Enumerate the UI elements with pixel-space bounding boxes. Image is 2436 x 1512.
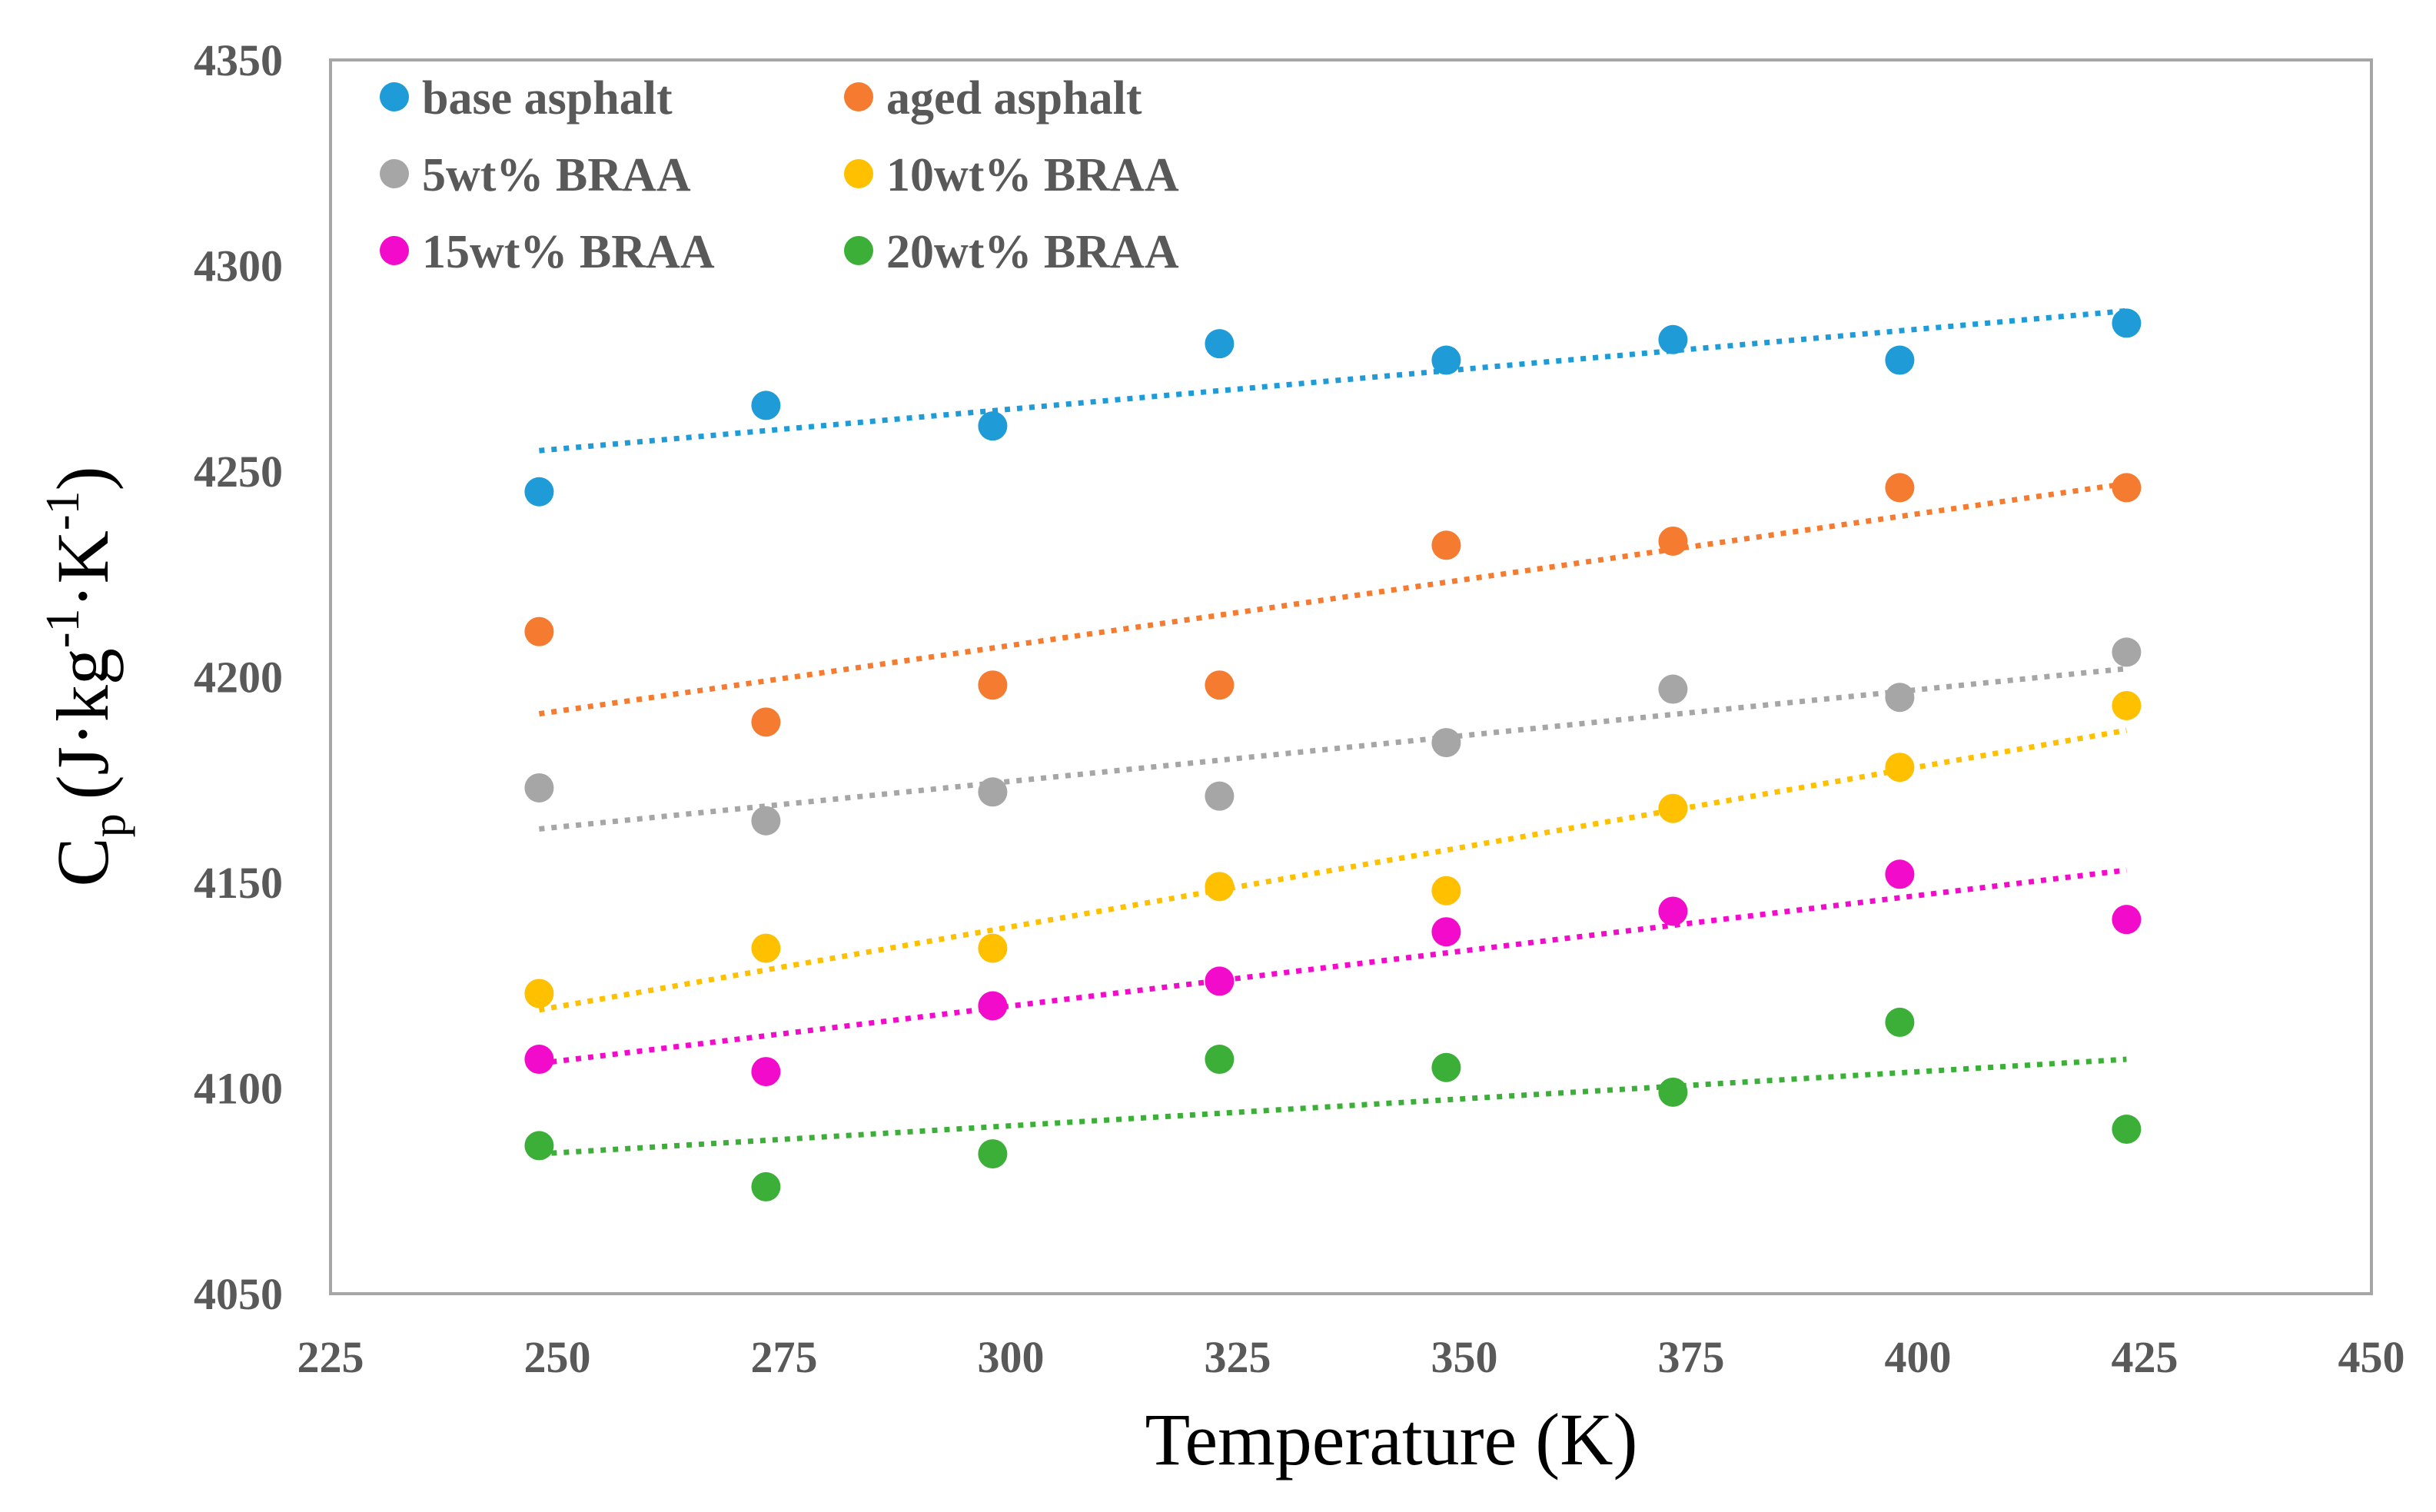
20wtpct-braa-point-323 [1205,1045,1235,1075]
plot-area [329,58,2373,1295]
10wtpct-braa-point-423 [2112,690,2142,720]
aged-asphalt-point-298 [978,670,1008,700]
aged-asphalt-point-323 [1205,670,1235,700]
15wtpct-braa-point-423 [2112,905,2142,935]
10wtpct-braa-point-398 [1885,753,1915,783]
15wtpct-braa-point-298 [978,991,1008,1021]
10wtpct-braa-point-323 [1205,872,1235,902]
aged-asphalt-point-423 [2112,473,2142,503]
base-asphalt-point-373 [1658,324,1688,354]
20wtpct-braa-point-273 [751,1171,781,1201]
y-axis-title-unit-mid: ·K [42,530,124,608]
legend-label-5wtpct-braa: 5wt% BRAA [422,149,691,201]
aged-asphalt-point-348 [1431,530,1461,560]
5wtpct-braa-point-398 [1885,683,1915,713]
15wtpct-braa-point-348 [1431,917,1461,947]
x-tick-label-350: 350 [1431,1332,1498,1382]
aged-asphalt-point-248 [524,616,554,646]
data-point-layer [524,308,2142,1201]
base-asphalt-point-423 [2112,308,2142,338]
5wtpct-braa-point-348 [1431,728,1461,758]
y-axis-title-exponent-1: -1 [37,608,89,648]
y-tick-label-4150: 4150 [194,858,283,908]
15wtpct-braa-point-398 [1885,859,1915,889]
15wtpct-braa-point-273 [751,1057,781,1087]
base-asphalt-point-323 [1205,329,1235,359]
svg-text:Cp(J·kg-1·K-1): Cp(J·kg-1·K-1) [37,467,135,887]
aged-asphalt-point-273 [751,707,781,737]
5wtpct-braa-point-273 [751,806,781,836]
base-asphalt-point-273 [751,390,781,420]
10wtpct-braa-point-298 [978,933,1008,963]
legend-marker-15wtpct-braa [380,236,409,265]
x-tick-label-400: 400 [1885,1332,1952,1382]
10wtpct-braa-point-273 [751,933,781,963]
5wtpct-braa-point-373 [1658,674,1688,704]
base-asphalt-point-298 [978,411,1008,441]
y-tick-labels: 4050 4100 4150 4200 4250 4300 4350 [194,35,283,1319]
20wtpct-braa-point-248 [524,1131,554,1161]
legend-label-base-asphalt: base asphalt [422,72,673,125]
legend-label-aged-asphalt: aged asphalt [886,72,1142,125]
y-tick-label-4300: 4300 [194,241,283,291]
20wtpct-braa-point-398 [1885,1007,1915,1037]
x-axis-title: Temperature (K) [1145,1398,1638,1480]
20wtpct-braa-point-348 [1431,1052,1461,1082]
y-axis-title-subscript: p [83,813,135,837]
x-tick-label-300: 300 [978,1332,1045,1382]
20wtpct-braa-point-373 [1658,1077,1688,1107]
base-asphalt-point-398 [1885,345,1915,375]
y-tick-label-4100: 4100 [194,1064,283,1114]
y-axis-title-symbol: C [42,837,124,886]
x-tick-labels: 225 250 275 300 325 350 375 400 425 450 [297,1332,2405,1382]
y-tick-label-4350: 4350 [194,35,283,85]
legend: base asphalt aged asphalt 5wt% BRAA 10wt% B… [380,72,1179,278]
5wtpct-braa-point-248 [524,773,554,803]
x-tick-label-450: 450 [2338,1332,2405,1382]
y-tick-label-4250: 4250 [194,447,283,497]
5wtpct-braa-trendline [539,666,2127,832]
15wtpct-braa-point-323 [1205,966,1235,996]
legend-label-15wtpct-braa: 15wt% BRAA [422,226,715,278]
x-tick-label-250: 250 [524,1332,591,1382]
5wtpct-braa-point-423 [2112,637,2142,667]
x-tick-label-225: 225 [297,1332,364,1382]
20wtpct-braa-point-423 [2112,1115,2142,1144]
5wtpct-braa-point-298 [978,777,1008,807]
10wtpct-braa-point-348 [1431,876,1461,906]
legend-label-20wtpct-braa: 20wt% BRAA [886,226,1179,278]
x-tick-label-275: 275 [751,1332,818,1382]
aged-asphalt-point-373 [1658,526,1688,556]
y-tick-label-4050: 4050 [194,1269,283,1319]
10wtpct-braa-point-248 [524,979,554,1009]
y-axis-title-unit-close: ) [42,467,124,491]
15wtpct-braa-point-373 [1658,896,1688,926]
y-axis-title: Cp(J·kg-1·K-1) [37,467,135,887]
5wtpct-braa-point-323 [1205,781,1235,811]
legend-marker-aged-asphalt [844,82,873,111]
aged-asphalt-point-398 [1885,473,1915,503]
aged-asphalt-trendline [538,480,2127,717]
y-axis-title-exponent-2: -1 [37,491,89,531]
base-asphalt-point-348 [1431,345,1461,375]
legend-label-10wtpct-braa: 10wt% BRAA [886,149,1179,201]
y-tick-label-4200: 4200 [194,653,283,703]
y-axis-title-unit-open: (J·kg [42,648,124,799]
10wtpct-braa-point-373 [1658,793,1688,823]
legend-marker-20wtpct-braa [844,236,873,265]
legend-marker-5wtpct-braa [380,159,409,188]
20wtpct-braa-point-298 [978,1139,1008,1169]
trendline-layer [538,307,2128,1157]
x-tick-label-425: 425 [2112,1332,2178,1382]
10wtpct-braa-trendline [538,727,2128,1013]
legend-marker-10wtpct-braa [844,159,873,188]
15wtpct-braa-point-248 [524,1045,554,1075]
15wtpct-braa-trendline [538,867,2127,1066]
legend-marker-base-asphalt [380,82,409,111]
base-asphalt-point-248 [524,477,554,507]
x-tick-label-375: 375 [1658,1332,1725,1382]
x-tick-label-325: 325 [1205,1332,1271,1382]
